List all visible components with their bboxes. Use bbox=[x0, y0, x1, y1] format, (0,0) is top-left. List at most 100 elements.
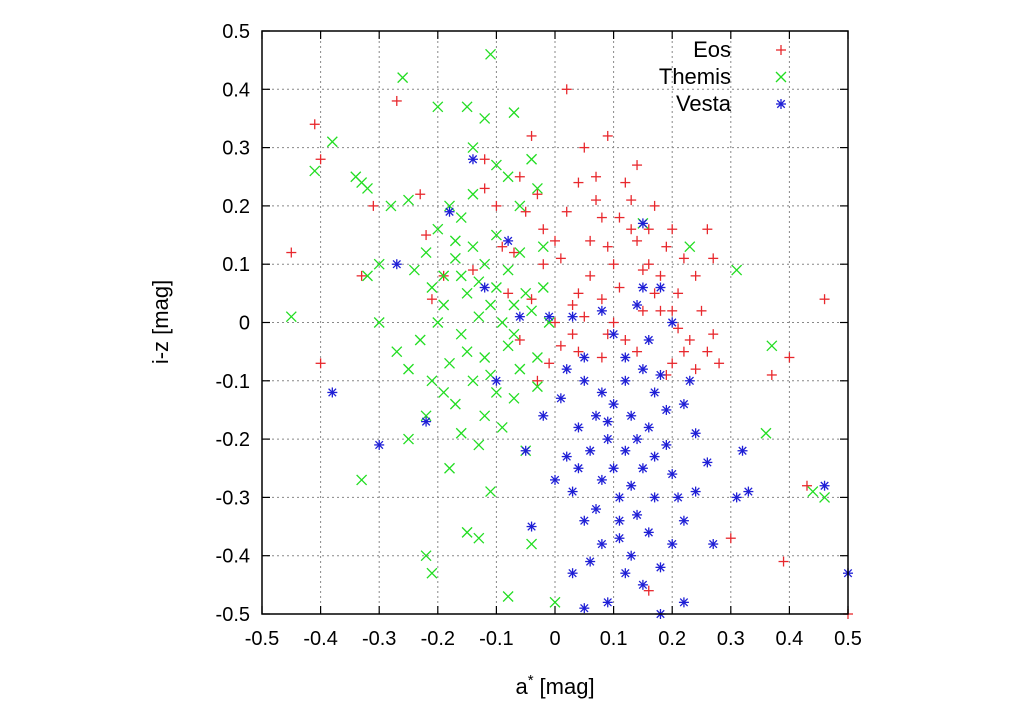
eos-point bbox=[491, 200, 502, 211]
themis-point bbox=[502, 340, 514, 352]
eos-point bbox=[602, 130, 613, 141]
eos-point bbox=[544, 358, 555, 369]
vesta-point bbox=[643, 334, 654, 345]
vesta-point bbox=[667, 317, 678, 328]
y-tick-label: -0.4 bbox=[216, 546, 250, 568]
legend-markers bbox=[775, 45, 787, 109]
themis-point bbox=[502, 171, 514, 183]
series-themis bbox=[285, 48, 831, 608]
vesta-point bbox=[620, 568, 631, 579]
eos-point bbox=[667, 305, 678, 316]
vesta-point bbox=[614, 492, 625, 503]
themis-point bbox=[496, 317, 508, 328]
eos-point bbox=[620, 177, 631, 188]
vesta-point bbox=[661, 439, 672, 450]
eos-point bbox=[801, 480, 812, 491]
vesta-point bbox=[585, 445, 596, 456]
vesta-point bbox=[620, 352, 631, 363]
eos-point bbox=[567, 329, 578, 340]
vesta-point bbox=[591, 410, 602, 421]
vesta-point bbox=[579, 352, 590, 363]
x-tick-label: 0.2 bbox=[658, 628, 686, 650]
vesta-point bbox=[632, 300, 643, 311]
eos-point bbox=[778, 556, 789, 567]
vesta-point bbox=[573, 422, 584, 433]
vesta-point bbox=[503, 235, 514, 246]
eos-point bbox=[514, 334, 525, 345]
vesta-point bbox=[579, 603, 590, 614]
eos-point bbox=[678, 346, 689, 357]
themis-point bbox=[514, 247, 526, 258]
themis-point bbox=[373, 258, 385, 270]
vesta-point bbox=[632, 509, 643, 520]
themis-point bbox=[455, 270, 467, 282]
themis-point bbox=[490, 282, 502, 293]
eos-point bbox=[514, 171, 525, 182]
eos-point bbox=[673, 288, 684, 299]
eos-point bbox=[315, 358, 326, 369]
themis-point bbox=[438, 299, 450, 311]
vesta-point bbox=[643, 527, 654, 538]
legend-label-themis: Themis bbox=[659, 64, 731, 89]
eos-point bbox=[596, 212, 607, 223]
eos-point bbox=[649, 200, 660, 211]
themis-point bbox=[449, 252, 461, 264]
themis-point bbox=[549, 596, 561, 608]
vesta-point bbox=[520, 445, 531, 456]
eos-point bbox=[591, 171, 602, 182]
vesta-point bbox=[374, 439, 385, 450]
eos-point bbox=[573, 346, 584, 357]
vesta-point bbox=[819, 480, 830, 491]
vesta-point bbox=[678, 515, 689, 526]
vesta-point bbox=[579, 375, 590, 386]
eos-point bbox=[508, 247, 519, 258]
eos-point bbox=[643, 259, 654, 270]
y-tick-label: 0.2 bbox=[222, 196, 250, 218]
y-tick-label: -0.1 bbox=[216, 371, 250, 393]
vesta-point bbox=[643, 422, 654, 433]
eos-point bbox=[356, 270, 367, 281]
series-vesta bbox=[327, 154, 853, 619]
x-axis-title-unit: [mag] bbox=[540, 674, 595, 699]
themis-point bbox=[403, 363, 414, 375]
eos-point bbox=[632, 346, 643, 357]
themis-point bbox=[461, 526, 473, 538]
vesta-point bbox=[702, 457, 713, 468]
y-tick-label: -0.3 bbox=[216, 487, 250, 509]
themis-point bbox=[420, 247, 432, 258]
vesta-point bbox=[649, 451, 660, 462]
eos-point bbox=[655, 305, 666, 316]
vesta-point bbox=[637, 282, 648, 293]
themis-point bbox=[426, 282, 438, 293]
vesta-point bbox=[708, 539, 719, 550]
eos-point bbox=[503, 288, 514, 299]
vesta-point bbox=[649, 492, 660, 503]
eos-point bbox=[550, 235, 560, 246]
eos-point bbox=[708, 253, 719, 264]
eos-point bbox=[655, 270, 666, 281]
eos-point bbox=[526, 294, 537, 305]
eos-point bbox=[561, 84, 572, 95]
themis-point bbox=[508, 392, 520, 404]
x-tick-label: 0.1 bbox=[600, 628, 628, 650]
vesta-point bbox=[444, 206, 455, 217]
vesta-point bbox=[602, 597, 613, 608]
themis-point bbox=[531, 182, 543, 194]
themis-point bbox=[473, 439, 485, 451]
vesta-point bbox=[544, 311, 555, 322]
themis-point bbox=[531, 381, 543, 393]
vesta-point bbox=[561, 451, 572, 462]
eos-point bbox=[532, 375, 543, 386]
vesta-point bbox=[526, 521, 537, 532]
vesta-point bbox=[479, 282, 490, 293]
vesta-point bbox=[743, 486, 754, 497]
themis-point bbox=[514, 363, 526, 375]
data-points bbox=[285, 48, 853, 619]
eos-point bbox=[632, 235, 643, 246]
themis-point bbox=[467, 188, 479, 200]
eos-point bbox=[626, 195, 637, 206]
themis-point bbox=[449, 398, 461, 410]
eos-point bbox=[391, 95, 402, 106]
vesta-point bbox=[667, 469, 678, 480]
themis-point bbox=[526, 538, 538, 550]
